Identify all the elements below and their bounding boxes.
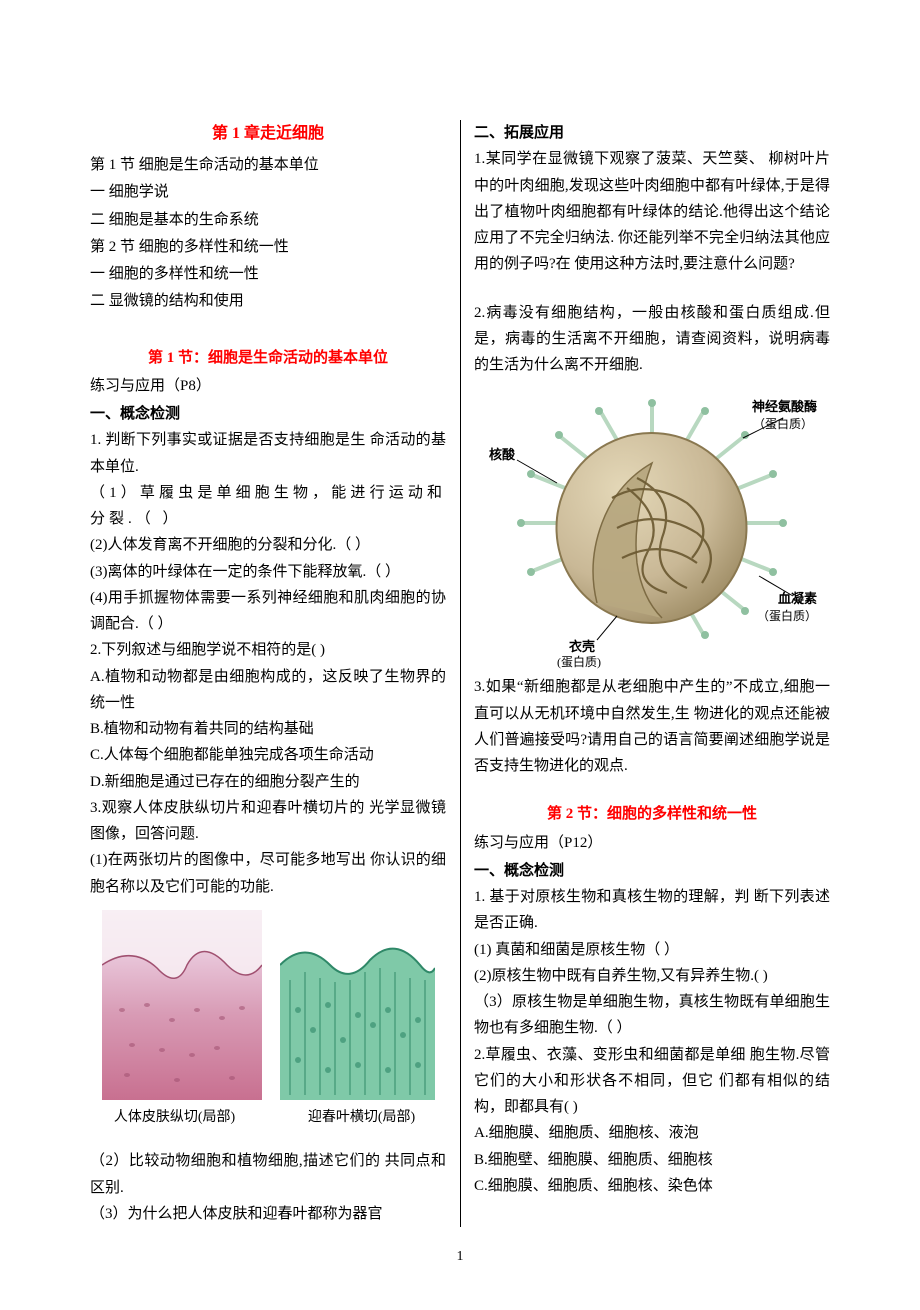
virus-figure: 核酸 神经氨酸酶 （蛋白质） 血凝素 （蛋白质） 衣壳 (蛋白质) bbox=[474, 388, 830, 668]
s2-q2-stem: 2.草履虫、衣藻、变形虫和细菌都是单细 胞生物.尽管它们的大小和形状各不相同，但… bbox=[474, 1042, 830, 1121]
practice-ref: 练习与应用（P8） bbox=[90, 373, 446, 399]
fig1-caption-right: 迎春叶横切(局部) bbox=[277, 1106, 446, 1131]
extend-q1: 1.某同学在显微镜下观察了菠菜、天竺葵、 柳树叶片中的叶肉细胞,发现这些叶肉细胞… bbox=[474, 146, 830, 277]
s2-q1-stem: 1. 基于对原核生物和真核生物的理解，判 断下列表述是否正确. bbox=[474, 884, 830, 937]
q3-sub1: (1)在两张切片的图像中，尽可能多地写出 你认识的细胞名称以及它们可能的功能. bbox=[90, 847, 446, 900]
extend-q3: 3.如果“新细胞都是从老细胞中产生的”不成立,细胞一直可以从无机环境中自然发生,… bbox=[474, 674, 830, 779]
q2-option: B.植物和动物有着共同的结构基础 bbox=[90, 716, 446, 742]
q2-stem: 2.下列叙述与细胞学说不相符的是( ) bbox=[90, 637, 446, 663]
q2-option: C.人体每个细胞都能单独完成各项生命活动 bbox=[90, 742, 446, 768]
q1-stem: 1. 判断下列事实或证据是否支持细胞是生 命活动的基本单位. bbox=[90, 427, 446, 480]
outline-item: 第 2 节 细胞的多样性和统一性 bbox=[90, 234, 446, 260]
outline-item: 二 显微镜的结构和使用 bbox=[90, 288, 446, 314]
virus-label-enzyme-sub: （蛋白质） bbox=[753, 414, 813, 435]
s2-q2-option: C.细胞膜、细胞质、细胞核、染色体 bbox=[474, 1173, 830, 1199]
virus-label-nucleic: 核酸 bbox=[489, 444, 515, 467]
q1-item: （1）草履虫是单细胞生物，能进行运动和分裂.（ ） bbox=[90, 480, 446, 533]
skin-micrograph bbox=[102, 910, 262, 1100]
outline-item: 一 细胞学说 bbox=[90, 179, 446, 205]
outline-item: 一 细胞的多样性和统一性 bbox=[90, 261, 446, 287]
s2-q2-option: B.细胞壁、细胞膜、细胞质、细胞核 bbox=[474, 1147, 830, 1173]
leaf-micrograph bbox=[280, 910, 435, 1100]
chapter-title: 第 1 章走近细胞 bbox=[90, 120, 446, 148]
section2-title: 第 2 节：细胞的多样性和统一性 bbox=[474, 801, 830, 827]
virus-label-hemag-sub: （蛋白质） bbox=[757, 606, 817, 627]
extend-q2: 2.病毒没有细胞结构，一般由核酸和蛋白质组成.但是，病毒的生活离不开细胞，请查阅… bbox=[474, 300, 830, 379]
section1-title: 第 1 节：细胞是生命活动的基本单位 bbox=[90, 345, 446, 371]
q3-sub3: （3）为什么把人体皮肤和迎春叶都称为器官 bbox=[90, 1201, 446, 1227]
s2-q2-option: A.细胞膜、细胞质、细胞核、液泡 bbox=[474, 1120, 830, 1146]
fig1-caption-left: 人体皮肤纵切(局部) bbox=[90, 1106, 259, 1131]
s2-q1-item: (2)原核生物中既有自养生物,又有异养生物.( ) bbox=[474, 963, 830, 989]
concept-heading-2: 一、概念检测 bbox=[474, 858, 830, 884]
q3-stem: 3.观察人体皮肤纵切片和迎春叶横切片的 光学显微镜图像，回答问题. bbox=[90, 795, 446, 848]
outline-item: 第 1 节 细胞是生命活动的基本单位 bbox=[90, 152, 446, 178]
practice-ref-2: 练习与应用（P12） bbox=[474, 830, 830, 856]
q1-item: (2)人体发育离不开细胞的分裂和分化.（ ） bbox=[90, 532, 446, 558]
q3-sub2: （2）比较动物细胞和植物细胞,描述它们的 共同点和区别. bbox=[90, 1148, 446, 1201]
s2-q1-item: （3）原核生物是单细胞生物，真核生物既有单细胞生物也有多细胞生物.（ ） bbox=[474, 989, 830, 1042]
s2-q1-item: (1) 真菌和细菌是原核生物（ ） bbox=[474, 937, 830, 963]
micrograph-figure: 人体皮肤纵切(局部) 迎春叶横切(局部) bbox=[90, 910, 446, 1131]
q1-item: (3)离体的叶绿体在一定的条件下能释放氧.（ ） bbox=[90, 559, 446, 585]
chapter-outline: 第 1 节 细胞是生命活动的基本单位 一 细胞学说 二 细胞是基本的生命系统 第… bbox=[90, 152, 446, 315]
extend-heading: 二、拓展应用 bbox=[474, 120, 830, 146]
q1-item: (4)用手抓握物体需要一系列神经细胞和肌肉细胞的协调配合.（ ） bbox=[90, 585, 446, 638]
q2-option: D.新细胞是通过已存在的细胞分裂产生的 bbox=[90, 769, 446, 795]
virus-label-coat-sub: (蛋白质) bbox=[557, 652, 601, 673]
page-number: 1 bbox=[90, 1245, 830, 1270]
outline-item: 二 细胞是基本的生命系统 bbox=[90, 207, 446, 233]
concept-heading: 一、概念检测 bbox=[90, 401, 446, 427]
q2-option: A.植物和动物都是由细胞构成的，这反映了生物界的统一性 bbox=[90, 664, 446, 717]
